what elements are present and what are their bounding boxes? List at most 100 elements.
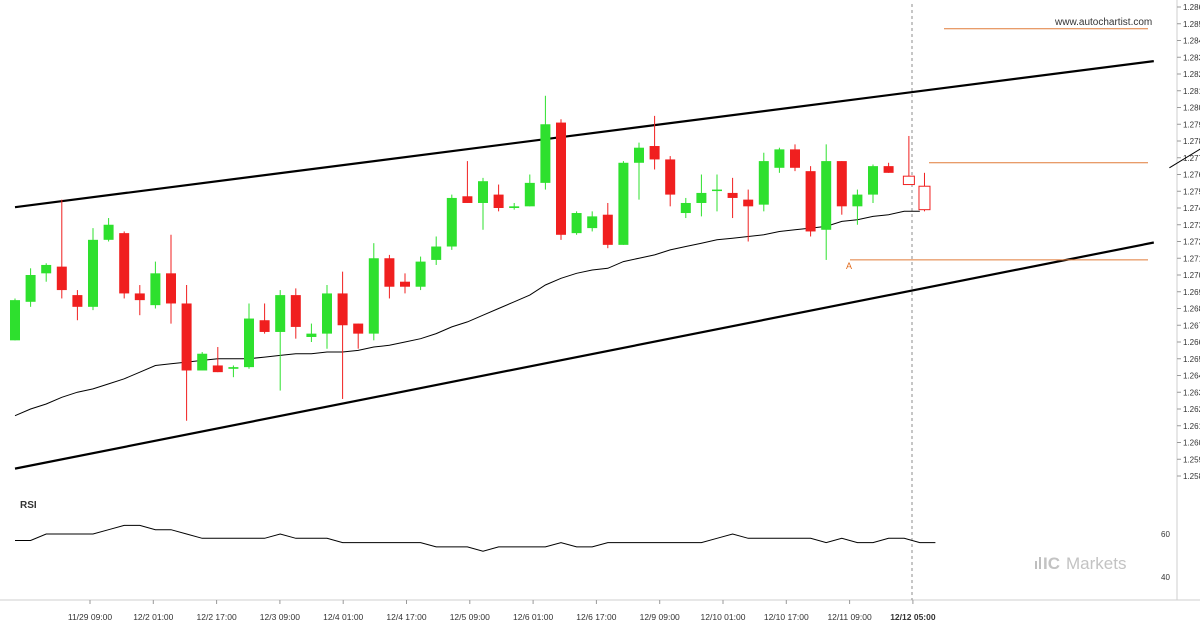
candle-bullish	[478, 181, 488, 203]
time-tick-label: 12/6 17:00	[576, 612, 616, 622]
time-tick-label: 12/6 01:00	[513, 612, 553, 622]
candle-bullish	[244, 318, 254, 368]
candle-bearish	[72, 295, 83, 307]
candles	[10, 95, 894, 421]
candle-bearish	[743, 199, 754, 207]
price-tick-label: 1.2834	[1183, 53, 1200, 62]
candle-bullish	[852, 194, 863, 207]
candle-bullish	[446, 197, 457, 247]
price-tick-label: 1.2604	[1183, 439, 1200, 448]
price-tick-label: 1.2644	[1183, 372, 1200, 381]
moving-average	[14, 210, 920, 417]
brand-prefix: IC	[1043, 554, 1060, 573]
rsi-line	[15, 524, 936, 552]
forecast-candle-body	[902, 175, 915, 186]
candle-bullish	[275, 295, 286, 332]
logo-bar-1	[1035, 561, 1037, 569]
candle-bearish	[602, 214, 613, 245]
candle-bearish	[556, 122, 566, 235]
time-tick-label: 12/12 05:00	[890, 612, 936, 622]
forecast-overlays	[902, 135, 1200, 212]
price-tick-label: 1.2724	[1183, 238, 1200, 247]
candle-bullish	[368, 258, 379, 334]
candle-bearish	[883, 166, 894, 173]
candle-bearish	[665, 159, 676, 195]
candle-bullish	[618, 162, 629, 245]
candle-bearish	[212, 365, 223, 373]
time-tick-label: 12/3 09:00	[260, 612, 300, 622]
candle-bullish	[322, 293, 332, 334]
rsi-panel: 60 40	[15, 524, 1170, 582]
candle-bullish	[509, 206, 520, 208]
candle-bearish	[56, 266, 67, 291]
candle-bearish	[384, 258, 395, 287]
candle-bearish	[119, 233, 130, 294]
price-levels	[850, 28, 1148, 261]
time-tick-label: 12/5 09:00	[450, 612, 490, 622]
candle-bearish	[790, 149, 800, 168]
brand-logo: IC Markets	[1035, 554, 1126, 573]
price-tick-label: 1.2594	[1183, 455, 1200, 464]
candle-bullish	[540, 124, 551, 183]
candle-bullish	[25, 275, 36, 302]
time-tick-label: 12/4 17:00	[386, 612, 426, 622]
time-tick-label: 11/29 09:00	[68, 612, 113, 622]
price-axis: 1.2864 1.2854 1.2844 1.2834 1.2824 1.2814 1.28…	[1177, 3, 1200, 481]
price-tick-label: 1.2864	[1183, 3, 1200, 12]
price-tick-label: 1.2654	[1183, 355, 1200, 364]
time-tick-label: 12/4 01:00	[323, 612, 363, 622]
time-tick-label: 12/2 01:00	[133, 612, 173, 622]
price-tick-label: 1.2584	[1183, 472, 1200, 481]
candle-bearish	[259, 320, 270, 332]
ascending-channel	[14, 60, 1155, 470]
price-tick-label: 1.2714	[1183, 254, 1200, 263]
candle-bullish	[712, 189, 722, 192]
price-tick-label: 1.2804	[1183, 104, 1200, 113]
price-tick-label: 1.2664	[1183, 338, 1200, 347]
price-tick-label: 1.2614	[1183, 422, 1200, 431]
price-tick-label: 1.2824	[1183, 70, 1200, 79]
price-tick-label: 1.2704	[1183, 271, 1200, 280]
candle-bearish	[290, 295, 301, 327]
watermark-url: www.autochartist.com	[1054, 17, 1152, 28]
time-tick-label: 12/10 17:00	[764, 612, 809, 622]
price-tick-label: 1.2854	[1183, 20, 1200, 29]
candle-bullish	[431, 246, 442, 260]
forecast-candle-body	[918, 185, 931, 211]
price-tick-label: 1.2794	[1183, 120, 1200, 129]
candle-bearish	[493, 194, 504, 208]
candle-bearish	[649, 146, 660, 160]
candle-bullish	[680, 202, 691, 214]
candle-bullish	[774, 149, 785, 168]
candle-bearish	[805, 171, 816, 232]
logo-bar-2	[1039, 557, 1041, 569]
channel-upper-line	[14, 60, 1154, 209]
candle-bearish	[727, 192, 738, 198]
price-tick-label: 1.2634	[1183, 388, 1200, 397]
candle-bullish	[415, 261, 426, 287]
moving-average-line	[14, 210, 920, 417]
candle-bullish	[88, 239, 98, 307]
candle-bearish	[134, 293, 145, 301]
candle-bullish	[10, 300, 20, 341]
candle-bullish	[634, 147, 644, 163]
brand-suffix: Markets	[1066, 554, 1126, 573]
candle-bullish	[103, 224, 114, 240]
candle-bearish	[337, 293, 348, 326]
candle-bullish	[228, 367, 239, 369]
rsi-label: RSI	[20, 500, 37, 511]
price-tick-label: 1.2734	[1183, 221, 1200, 230]
candle-bearish	[836, 161, 847, 207]
price-tick-label: 1.2684	[1183, 305, 1200, 314]
channel-lower-line	[14, 241, 1155, 470]
price-tick-label: 1.2694	[1183, 288, 1200, 297]
candle-bullish	[696, 192, 707, 203]
candle-bullish	[524, 182, 535, 207]
price-tick-label: 1.2774	[1183, 154, 1200, 163]
pattern-point-label: A	[846, 261, 852, 271]
candle-bearish	[181, 303, 192, 371]
candle-bullish	[571, 213, 582, 234]
price-tick-label: 1.2754	[1183, 187, 1200, 196]
time-tick-label: 12/9 09:00	[640, 612, 680, 622]
